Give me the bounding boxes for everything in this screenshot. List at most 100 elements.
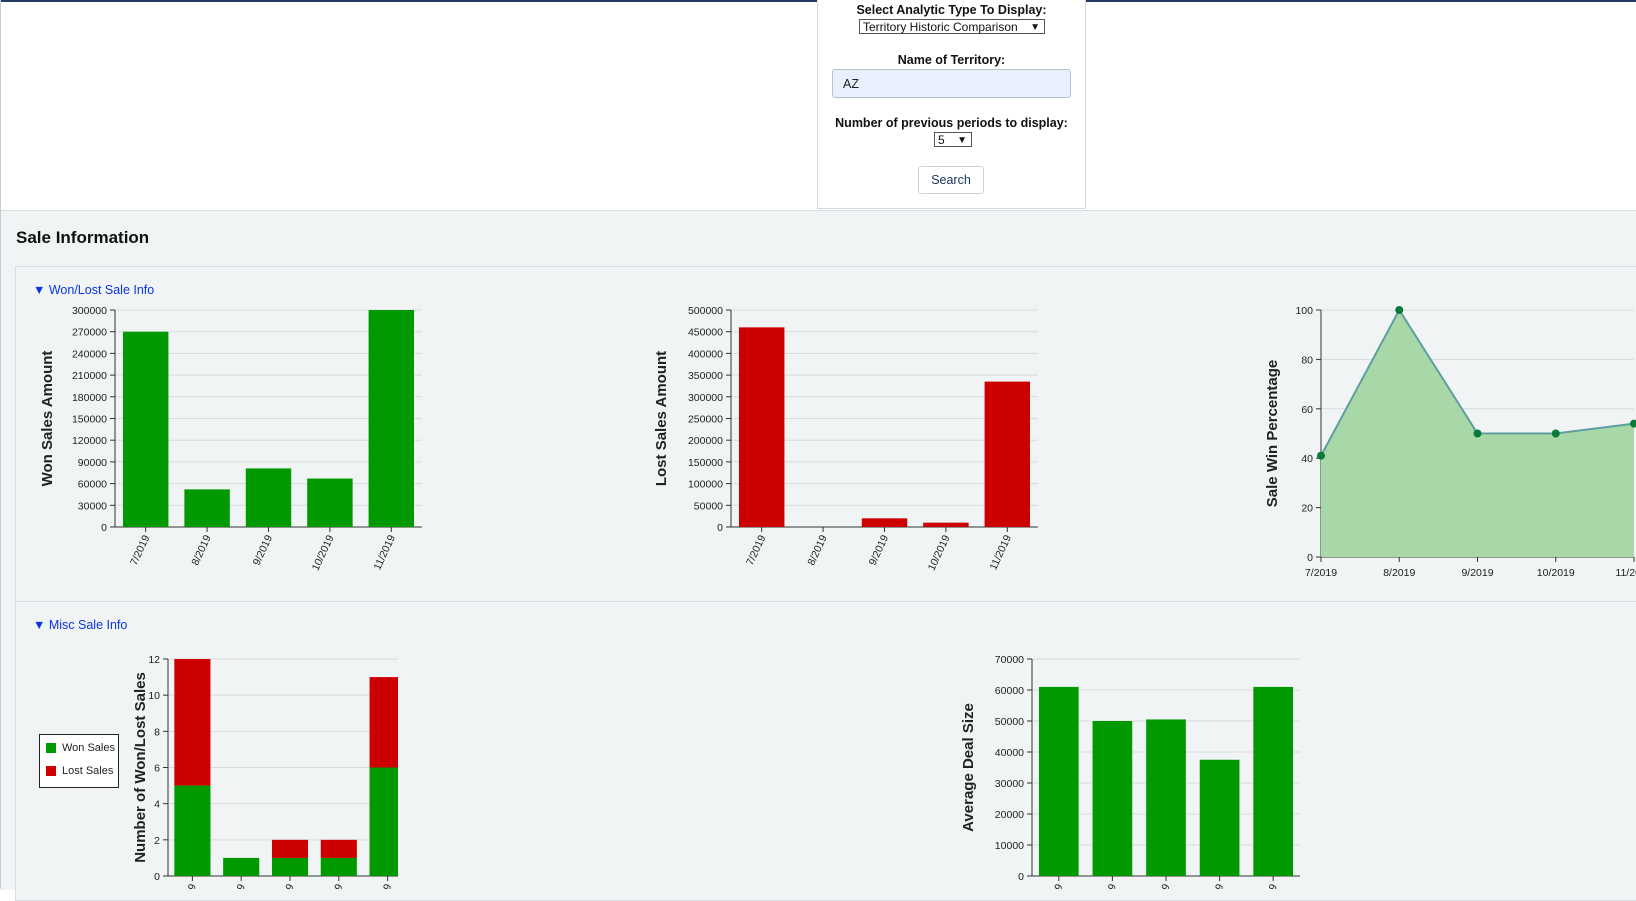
- bar: [1146, 719, 1186, 876]
- x-tick-label: 7/2019: [744, 533, 769, 567]
- search-form-panel: Select Analytic Type To Display: Territo…: [817, 0, 1086, 209]
- data-point: [1551, 429, 1560, 438]
- bar-segment: [271, 839, 309, 858]
- analytic-type-label: Select Analytic Type To Display:: [856, 3, 1047, 17]
- bar: [184, 489, 230, 527]
- y-tick-label: 90000: [78, 457, 107, 469]
- y-tick-label: 270000: [72, 327, 107, 339]
- y-tick-label: 4: [154, 799, 160, 811]
- y-tick-label: 150000: [688, 457, 723, 469]
- x-tick-label: 10/2019: [310, 533, 337, 573]
- y-tick-label: 10000: [995, 840, 1024, 852]
- periods-label: Number of previous periods to display:: [835, 116, 1068, 130]
- average-deal-size-chart: 0 10000 20000 30000 40000 50000 60000 70000 Aver…: [960, 654, 1300, 889]
- legend-item-won: Won Sales: [46, 742, 115, 754]
- bar: [1092, 721, 1133, 876]
- bar-segment: [271, 857, 309, 876]
- x-tick-label: 11/2019: [987, 533, 1014, 572]
- won-lost-count-chart: 0 2 4 6 8 10 12 Number of Won/Lost Sales 7/2019 8…: [132, 654, 398, 889]
- analytic-type-value: Territory Historic Comparison: [863, 20, 1018, 34]
- periods-value: 5: [938, 133, 945, 147]
- dropdown-arrow-icon: ▼: [957, 135, 967, 146]
- y-tick-label: 400000: [688, 348, 723, 360]
- y-tick-label: 0: [717, 522, 723, 534]
- data-point: [1317, 451, 1325, 460]
- y-tick-label: 300000: [72, 305, 107, 317]
- bar: [368, 310, 415, 527]
- x-tick-label: 8/2019: [1095, 882, 1120, 889]
- x-tick-label: 10/2019: [1537, 567, 1575, 579]
- bar: [1038, 686, 1079, 876]
- y-tick-label: 12: [148, 654, 160, 666]
- bar: [861, 518, 908, 527]
- misc-toggle[interactable]: ▼ Misc Sale Info: [33, 618, 128, 632]
- periods-select[interactable]: 5 ▼: [934, 132, 972, 147]
- y-tick-label: 10: [148, 690, 160, 702]
- y-tick-label: 0: [1018, 871, 1024, 883]
- x-tick-label: 11/2019: [1615, 567, 1636, 579]
- bar-segment: [369, 767, 398, 876]
- bar: [307, 478, 353, 527]
- x-tick-label: 9/2019: [867, 533, 892, 567]
- legend-swatch-lost: [46, 766, 56, 776]
- lost-sales-chart: 0 50000 100000 150000 200000 250000 300000 3500…: [653, 305, 1038, 573]
- territory-label: Name of Territory:: [897, 53, 1006, 67]
- data-point: [1395, 306, 1404, 314]
- x-tick-label: 7/2019: [1305, 567, 1337, 579]
- bar: [1199, 759, 1240, 876]
- x-tick-label: 9/2019: [1461, 567, 1493, 579]
- y-tick-label: 50000: [694, 500, 723, 512]
- y-tick-label: 8: [154, 726, 160, 738]
- count-chart-legend: Won Sales Lost Sales: [39, 734, 119, 788]
- y-tick-label: 60000: [78, 479, 107, 491]
- x-tick-label: 10/2019: [926, 533, 953, 573]
- bar: [738, 327, 785, 527]
- dropdown-arrow-icon: ▼: [1030, 22, 1040, 33]
- x-tick-label: 8/2019: [1383, 567, 1415, 579]
- y-tick-label: 180000: [72, 392, 107, 404]
- y-tick-label: 120000: [72, 435, 107, 447]
- y-tick-label: 100: [1295, 305, 1313, 317]
- y-axis-title: Won Sales Amount: [39, 351, 56, 487]
- y-tick-label: 30000: [995, 778, 1024, 790]
- analytic-type-select[interactable]: Territory Historic Comparison ▼: [859, 19, 1045, 34]
- bar-segment: [320, 857, 357, 876]
- search-button[interactable]: Search: [918, 166, 984, 194]
- data-point: [1630, 419, 1636, 428]
- territory-input[interactable]: [832, 69, 1071, 98]
- x-tick-label: 9/2019: [272, 882, 297, 889]
- x-tick-label: 8/2019: [223, 882, 248, 889]
- y-tick-label: 150000: [72, 414, 107, 426]
- legend-swatch-won: [46, 743, 56, 753]
- y-tick-label: 240000: [72, 348, 107, 360]
- bar-segment: [174, 785, 211, 876]
- y-tick-label: 40: [1301, 453, 1313, 465]
- y-tick-label: 0: [154, 871, 160, 883]
- x-tick-label: 7/2019: [175, 882, 200, 889]
- y-tick-label: 0: [1307, 552, 1313, 564]
- legend-label-won: Won Sales: [62, 742, 115, 754]
- x-tick-label: 11/2019: [371, 533, 398, 572]
- left-border: [0, 0, 1, 889]
- y-axis-title: Sale Win Percentage: [1264, 360, 1281, 507]
- y-tick-label: 350000: [688, 370, 723, 382]
- bar: [923, 522, 969, 527]
- y-tick-label: 0: [101, 522, 107, 534]
- bar: [245, 468, 292, 527]
- y-tick-label: 40000: [995, 747, 1024, 759]
- y-tick-label: 20: [1301, 503, 1313, 515]
- y-tick-label: 500000: [688, 305, 723, 317]
- x-tick-label: 9/2019: [251, 533, 276, 567]
- won-lost-toggle[interactable]: ▼ Won/Lost Sale Info: [33, 283, 155, 297]
- y-tick-label: 200000: [688, 435, 723, 447]
- x-tick-label: 9/2019: [1148, 882, 1173, 889]
- y-tick-label: 50000: [995, 716, 1024, 728]
- y-tick-label: 450000: [688, 327, 723, 339]
- y-tick-label: 30000: [78, 500, 107, 512]
- y-axis-title: Number of Won/Lost Sales: [132, 672, 149, 863]
- bar-segment: [320, 839, 357, 858]
- won-sales-chart: 0 30000 60000 90000 120000 150000 180000 210000…: [39, 305, 422, 573]
- x-tick-label: 11/2019: [368, 882, 395, 889]
- x-tick-label: 10/2019: [1199, 882, 1226, 889]
- bar: [984, 381, 1031, 527]
